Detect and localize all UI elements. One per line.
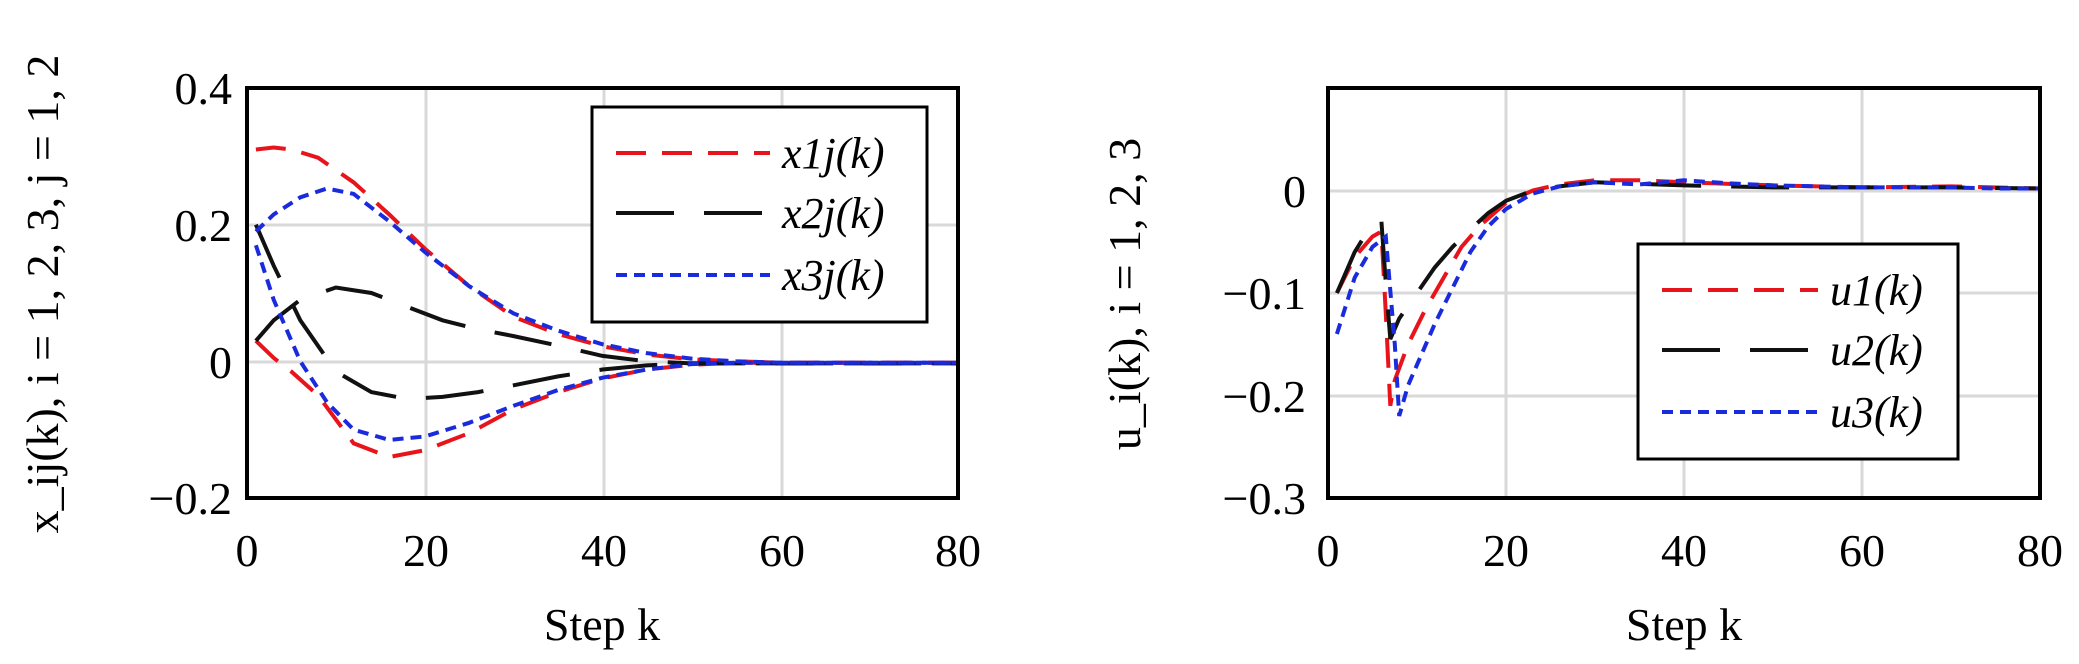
left-xtick-label: 60	[759, 525, 805, 576]
right-xtick-label: 40	[1661, 525, 1707, 576]
right-xtick-label: 60	[1839, 525, 1885, 576]
right-series-line	[1335, 180, 2041, 340]
left-legend: x1j(k) x2j(k) x3j(k)	[590, 105, 929, 324]
right-ytick-label: −0.1	[1223, 268, 1306, 319]
right-legend: u1(k) u2(k) u3(k)	[1636, 242, 1960, 461]
left-ytick-label: 0.4	[175, 63, 233, 114]
left-plot-frame	[245, 86, 960, 500]
left-xtick-label: 0	[236, 525, 259, 576]
left-xtick-label: 40	[581, 525, 627, 576]
left-xtick-label: 80	[935, 525, 981, 576]
left-xtick-label: 20	[403, 525, 449, 576]
right-ylabel: u_i(k), i = 1, 2, 3	[1099, 138, 1150, 450]
right-panel: 0 −0.1 −0.2 −0.3 0 20 40 60 80 Step k u_…	[1099, 86, 2063, 650]
left-ytick-label: 0.2	[175, 200, 233, 251]
right-legend-label: u1(k)	[1830, 266, 1923, 315]
right-xtick-label: 0	[1317, 525, 1340, 576]
right-xtick-label: 20	[1483, 525, 1529, 576]
right-ytick-label: −0.3	[1223, 473, 1306, 524]
left-xlabel: Step k	[544, 599, 660, 650]
right-ytick-label: −0.2	[1223, 371, 1306, 422]
left-ytick-label: −0.2	[149, 473, 232, 524]
right-series-line	[1334, 178, 2040, 417]
left-legend-label: x3j(k)	[781, 251, 885, 300]
left-legend-label: x2j(k)	[781, 189, 885, 238]
right-ytick-label: 0	[1283, 166, 1306, 217]
right-legend-label: u2(k)	[1830, 326, 1923, 375]
left-series-line	[254, 223, 958, 401]
right-series-group	[1334, 178, 2041, 417]
left-panel: 0.4 0.2 0 −0.2 0 20 40 60 80 Step k x_ij…	[17, 55, 981, 650]
right-plot-frame	[1326, 86, 2042, 500]
left-series-line	[253, 244, 958, 442]
left-ylabel: x_ij(k), i = 1, 2, 3, j = 1, 2	[17, 55, 68, 534]
left-series-line	[254, 285, 958, 366]
left-ytick-label: 0	[209, 337, 232, 388]
right-legend-label: u3(k)	[1830, 388, 1923, 437]
right-xtick-label: 80	[2017, 525, 2063, 576]
left-legend-label: x1j(k)	[781, 129, 885, 178]
left-series-group	[253, 145, 958, 460]
right-xlabel: Step k	[1626, 599, 1742, 650]
